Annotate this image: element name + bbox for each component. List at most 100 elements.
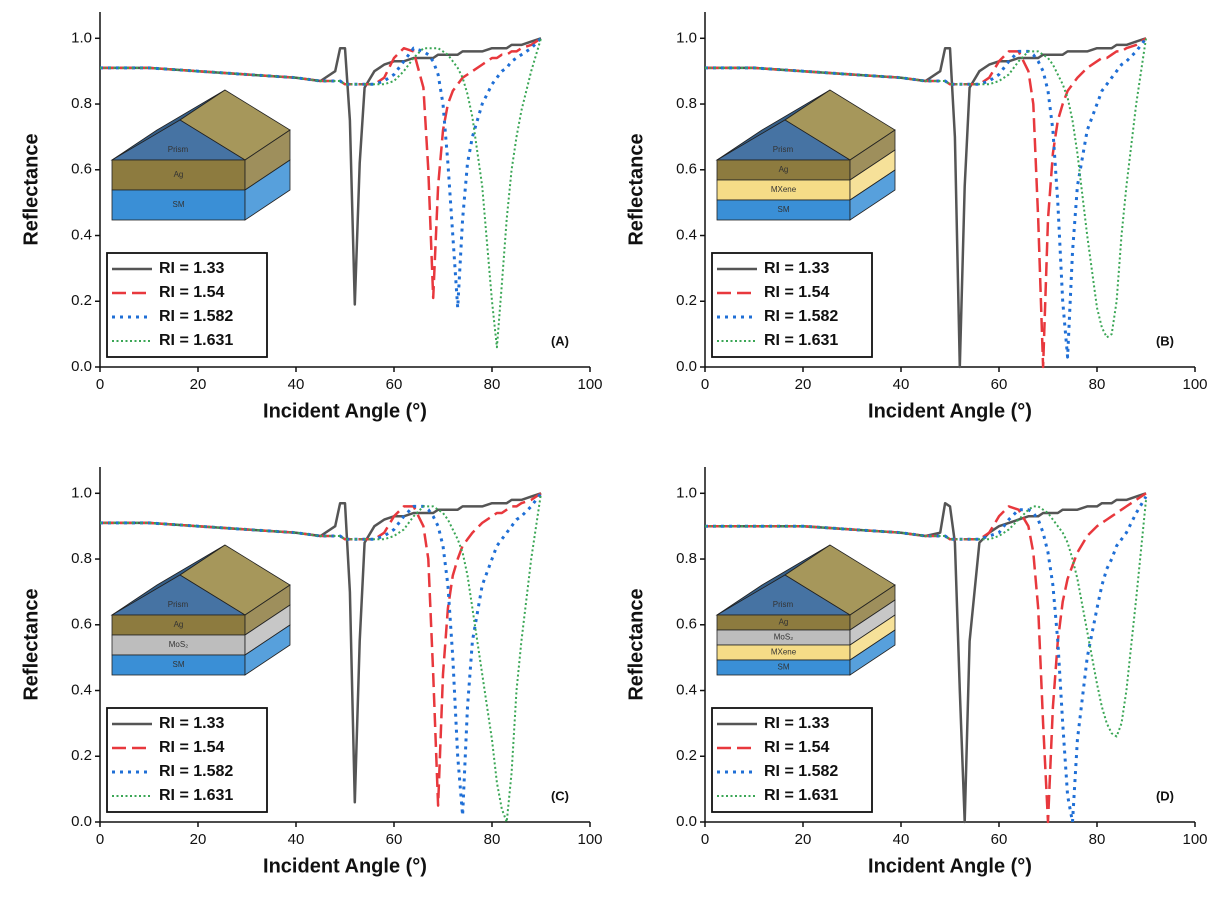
x-tick-label: 0 xyxy=(96,376,104,393)
x-tick-label: 40 xyxy=(893,376,910,393)
y-axis-title: Reflectance xyxy=(625,588,647,700)
y-tick-label: 0.8 xyxy=(676,550,697,567)
layer-label: SM xyxy=(173,660,185,669)
x-tick-label: 100 xyxy=(1182,831,1207,848)
panel-label: (A) xyxy=(551,333,569,348)
y-tick-label: 0.8 xyxy=(71,550,92,567)
x-tick-label: 100 xyxy=(577,376,602,393)
y-axis-title: Reflectance xyxy=(20,588,42,700)
layer-side xyxy=(849,169,896,221)
x-axis-title: Incident Angle (°) xyxy=(263,855,427,877)
layer-label: MoS₂ xyxy=(774,633,794,642)
inset-diagram: Prism Ag SM xyxy=(110,89,291,221)
y-tick-label: 0.0 xyxy=(71,358,92,375)
series-line xyxy=(100,492,542,804)
layer-label: Ag xyxy=(174,170,184,179)
layer-label: Ag xyxy=(779,165,789,174)
x-tick-label: 0 xyxy=(701,831,709,848)
y-tick-label: 0.2 xyxy=(676,747,697,764)
layer-label: Prism xyxy=(773,600,794,609)
series-line xyxy=(705,37,1148,359)
x-axis-title: Incident Angle (°) xyxy=(263,400,427,422)
y-tick-label: 0.6 xyxy=(71,616,92,633)
x-tick-label: 20 xyxy=(190,831,207,848)
x-tick-label: 100 xyxy=(1182,376,1207,393)
x-tick-label: 60 xyxy=(991,831,1008,848)
y-tick-label: 0.2 xyxy=(71,292,92,309)
inset-diagram: Prism Ag MoS₂ SM xyxy=(110,544,291,676)
legend-label: RI = 1.33 xyxy=(764,715,829,732)
x-tick-label: 80 xyxy=(1089,831,1106,848)
y-tick-label: 0.0 xyxy=(71,813,92,830)
x-tick-label: 100 xyxy=(577,831,602,848)
legend-label: RI = 1.54 xyxy=(764,284,829,301)
x-tick-label: 60 xyxy=(991,376,1008,393)
y-tick-label: 0.4 xyxy=(676,681,697,698)
layer-side xyxy=(849,629,896,676)
legend-label: RI = 1.631 xyxy=(764,787,838,804)
layer-side xyxy=(244,159,291,221)
x-tick-label: 80 xyxy=(1089,376,1106,393)
layer-label: Prism xyxy=(773,145,794,154)
x-tick-label: 20 xyxy=(795,831,812,848)
y-tick-label: 1.0 xyxy=(676,484,697,501)
x-axis-title: Incident Angle (°) xyxy=(868,855,1032,877)
x-tick-label: 20 xyxy=(190,376,207,393)
y-tick-label: 1.0 xyxy=(71,484,92,501)
layer-label: MXene xyxy=(771,648,797,657)
y-tick-label: 0.2 xyxy=(676,292,697,309)
y-tick-label: 0.4 xyxy=(71,681,92,698)
inset-diagram: Prism Ag MXene SM xyxy=(715,89,896,221)
x-tick-label: 0 xyxy=(701,376,709,393)
y-tick-label: 0.6 xyxy=(71,161,92,178)
x-tick-label: 40 xyxy=(288,831,305,848)
legend-label: RI = 1.582 xyxy=(764,308,838,325)
legend-label: RI = 1.54 xyxy=(764,739,829,756)
legend-label: RI = 1.33 xyxy=(159,260,224,277)
series-line xyxy=(100,492,542,807)
series-line xyxy=(100,37,542,300)
y-tick-label: 0.4 xyxy=(71,226,92,243)
layer-label: Ag xyxy=(174,620,184,629)
series-line xyxy=(705,499,1147,738)
panel-label: (C) xyxy=(551,788,569,803)
chart-panel: 0 20 40 60 80 100 0.0 0.2 0.4 0.6 0.8 1.0 Incident A… xyxy=(20,467,603,877)
legend-box xyxy=(106,252,268,358)
y-tick-label: 0.8 xyxy=(676,95,697,112)
legend-label: RI = 1.631 xyxy=(159,787,233,804)
layer-label: Prism xyxy=(168,145,189,154)
series-line xyxy=(705,37,1147,369)
legend-box xyxy=(711,252,873,358)
series-line xyxy=(705,38,1147,339)
series-line xyxy=(705,492,1147,824)
legend-box xyxy=(106,707,268,813)
x-tick-label: 20 xyxy=(795,376,812,393)
legend-label: RI = 1.631 xyxy=(159,332,233,349)
chart-panel: 0 20 40 60 80 100 0.0 0.2 0.4 0.6 0.8 1.0 Incident A… xyxy=(625,467,1208,877)
y-tick-label: 0.0 xyxy=(676,358,697,375)
y-axis-title: Reflectance xyxy=(20,133,42,245)
series-line xyxy=(705,495,1148,824)
layer-label: SM xyxy=(778,205,790,214)
legend-label: RI = 1.33 xyxy=(159,715,224,732)
legend-label: RI = 1.582 xyxy=(159,308,233,325)
x-tick-label: 80 xyxy=(484,831,501,848)
legend-label: RI = 1.631 xyxy=(764,332,838,349)
legend-label: RI = 1.54 xyxy=(159,284,224,301)
chart-panel: 0 20 40 60 80 100 0.0 0.2 0.4 0.6 0.8 1.0 Incident A… xyxy=(20,12,603,422)
layer-side xyxy=(244,624,291,676)
panel-label: (D) xyxy=(1156,788,1174,803)
y-tick-label: 1.0 xyxy=(71,29,92,46)
y-tick-label: 0.6 xyxy=(676,616,697,633)
series-line xyxy=(705,37,1147,369)
y-axis-title: Reflectance xyxy=(625,133,647,245)
series-line xyxy=(100,38,542,349)
layer-label: MoS₂ xyxy=(169,640,189,649)
legend-box xyxy=(711,707,873,813)
layer-front xyxy=(111,189,246,221)
y-tick-label: 0.8 xyxy=(71,95,92,112)
inset-diagram: Prism Ag MoS₂ MXene SM xyxy=(715,544,896,676)
x-axis-title: Incident Angle (°) xyxy=(868,400,1032,422)
y-tick-label: 0.0 xyxy=(676,813,697,830)
legend-label: RI = 1.33 xyxy=(764,260,829,277)
